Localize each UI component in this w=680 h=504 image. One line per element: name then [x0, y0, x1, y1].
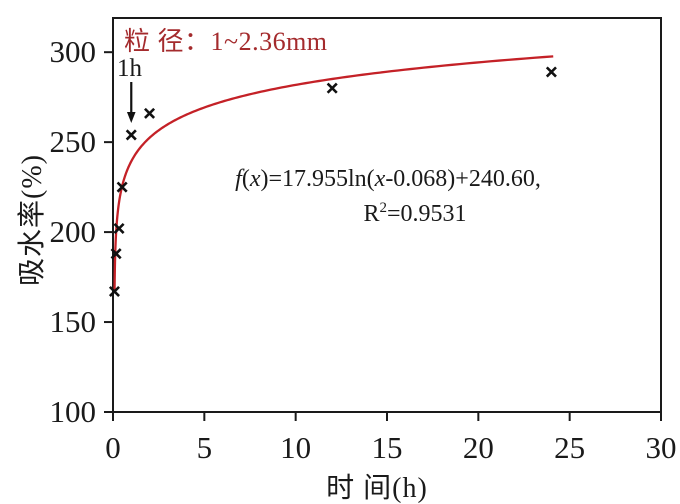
equation-fragment: x: [249, 166, 261, 192]
y-tick-label: 150: [50, 304, 97, 339]
equation-fragment: R: [363, 201, 380, 227]
x-axis-title: 时 间(h): [326, 473, 428, 504]
equation-fragment: =0.9531: [386, 201, 467, 227]
data-point-marker: [116, 181, 128, 193]
x-tick-label: 0: [105, 430, 121, 465]
y-axis-title: 吸水率(%): [17, 154, 48, 286]
time-marker-label: 1h: [117, 55, 142, 82]
particle-size-label: 粒 径：1~2.36mm: [124, 27, 328, 56]
equation-fragment: (: [241, 166, 250, 192]
data-point-marker: [113, 222, 125, 235]
fit-curve: [113, 55, 554, 293]
equation-fragment: -0.068)+240.60,: [385, 166, 541, 192]
data-point-marker: [125, 129, 137, 141]
x-tick-label: 10: [280, 430, 311, 465]
equation-fragment: f: [235, 166, 242, 192]
fit-equation-line1: f(x)=17.955ln(x-0.068)+240.60,: [168, 165, 608, 194]
data-point-marker: [110, 248, 122, 260]
y-tick-label: 300: [50, 34, 97, 69]
x-tick-label: 25: [554, 430, 585, 465]
data-point-marker: [326, 82, 338, 94]
fit-equation: f(x)=17.955ln(x-0.068)+240.60, R2=0.9531: [168, 165, 608, 229]
equation-fragment: 2: [379, 200, 387, 216]
x-tick-label: 30: [646, 430, 677, 465]
data-point-marker: [108, 285, 120, 297]
x-tick-label: 5: [197, 430, 213, 465]
y-tick-label: 250: [50, 124, 97, 159]
r-squared-value: R2=0.9531: [195, 194, 635, 229]
annotation-arrow-head: [126, 112, 136, 123]
data-point-marker: [144, 107, 156, 119]
x-tick-label: 20: [463, 430, 494, 465]
equation-fragment: )=17.955ln(: [260, 166, 375, 192]
y-tick-label: 100: [50, 394, 97, 429]
equation-fragment: x: [374, 166, 386, 192]
y-tick-label: 200: [50, 214, 97, 249]
data-point-marker: [545, 66, 557, 78]
x-tick-label: 15: [372, 430, 403, 465]
